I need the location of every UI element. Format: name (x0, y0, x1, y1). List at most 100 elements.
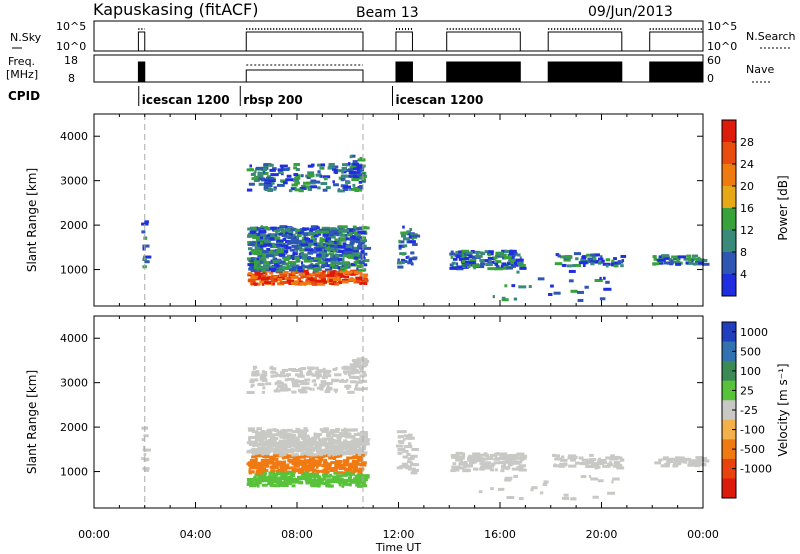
echo-cell (598, 257, 604, 261)
echo-cell (349, 165, 357, 169)
echo-cell (345, 245, 352, 249)
echo-cell (597, 459, 601, 463)
echo-cell (318, 453, 324, 457)
echo-cell (283, 250, 289, 254)
echo-cell (360, 250, 364, 254)
echo-cell (402, 438, 406, 442)
echo-cell (292, 178, 300, 182)
echo-cell (313, 234, 319, 238)
echo-cell (342, 261, 350, 265)
echo-cell (350, 462, 357, 466)
echo-cell (268, 461, 275, 465)
echo-cell (349, 155, 353, 159)
echo-cell (660, 464, 668, 468)
echo-cell (335, 241, 340, 245)
echo-cell (307, 372, 310, 376)
echo-cell (358, 277, 364, 281)
echo-cell (265, 176, 274, 180)
echo-cell (362, 246, 372, 250)
echo-cell (143, 434, 149, 438)
echo-cell (292, 382, 299, 386)
echo-cell (265, 272, 268, 276)
echo-cell (402, 252, 405, 256)
echo-cell (316, 253, 322, 257)
echo-cell (258, 282, 261, 286)
echo-cell (588, 458, 597, 462)
echo-cell (355, 227, 364, 231)
echo-cell (658, 255, 664, 259)
echo-cell (330, 252, 335, 256)
echo-cell (336, 442, 343, 446)
echo-cell (691, 258, 694, 262)
echo-cell (291, 468, 297, 472)
echo-cell (396, 466, 403, 470)
echo-cell (264, 442, 269, 446)
echo-cell (563, 258, 571, 262)
echo-cell (262, 472, 267, 476)
echo-cell (539, 491, 544, 495)
echo-cell (338, 176, 342, 180)
echo-cell (320, 251, 328, 255)
echo-cell (295, 438, 298, 442)
echo-cell (662, 457, 669, 461)
echo-cell (269, 237, 275, 241)
echo-cell (248, 441, 256, 445)
station-title: Kapuskasing (fitACF) (93, 0, 258, 19)
echo-cell (355, 483, 358, 487)
echo-cell (350, 262, 356, 266)
echo-cell (349, 270, 357, 274)
echo-cell (336, 436, 342, 440)
echo-cell (248, 436, 251, 440)
echo-cell (458, 250, 462, 254)
echo-cell (248, 182, 255, 186)
echo-cell (252, 370, 259, 374)
cpid-marks: icescan 1200 rbsp 200 icescan 1200 (138, 86, 483, 107)
colorbar-swatch (722, 341, 736, 362)
echo-cell (343, 270, 349, 274)
echo-cell (254, 260, 261, 264)
echo-cell (277, 261, 282, 265)
echo-cell (341, 432, 346, 436)
echo-cell (338, 281, 342, 285)
echo-cell (348, 366, 356, 370)
echo-cell (258, 274, 264, 278)
echo-cell (254, 241, 259, 245)
echo-cell (297, 368, 301, 372)
echo-cell (254, 454, 262, 458)
echo-cell (354, 479, 360, 483)
echo-cell (277, 278, 283, 282)
echo-cell (490, 462, 496, 466)
echo-cell (276, 433, 281, 437)
echo-cell (331, 433, 337, 437)
echo-cell (304, 379, 307, 383)
echo-cell (460, 461, 468, 465)
echo-cell (324, 390, 331, 394)
cpid-label: CPID (8, 89, 40, 103)
colorbar-swatch (722, 208, 736, 231)
echo-cell (613, 264, 619, 268)
echo-cell (143, 458, 149, 462)
echo-cell (294, 181, 300, 185)
echo-cell (588, 474, 592, 478)
colorbar-swatch (722, 419, 736, 440)
echo-cell (334, 261, 340, 265)
echo-cell (300, 174, 304, 178)
echo-cell (250, 465, 254, 469)
echo-cell (353, 175, 360, 179)
echo-cell (337, 189, 345, 193)
echo-cell (304, 378, 311, 382)
echo-cell (362, 446, 366, 450)
echo-cell (333, 240, 337, 244)
echo-cell (519, 456, 527, 460)
echo-cell (456, 267, 464, 271)
echo-cell (300, 431, 308, 435)
echo-cell (344, 248, 353, 252)
echo-cell (270, 269, 279, 273)
echo-cell (590, 262, 595, 266)
echo-cell (301, 465, 308, 469)
colorbar-swatch (722, 186, 736, 209)
x-axis-label: Time UT (375, 541, 421, 554)
echo-cell (310, 479, 319, 483)
echo-cell (490, 487, 494, 491)
